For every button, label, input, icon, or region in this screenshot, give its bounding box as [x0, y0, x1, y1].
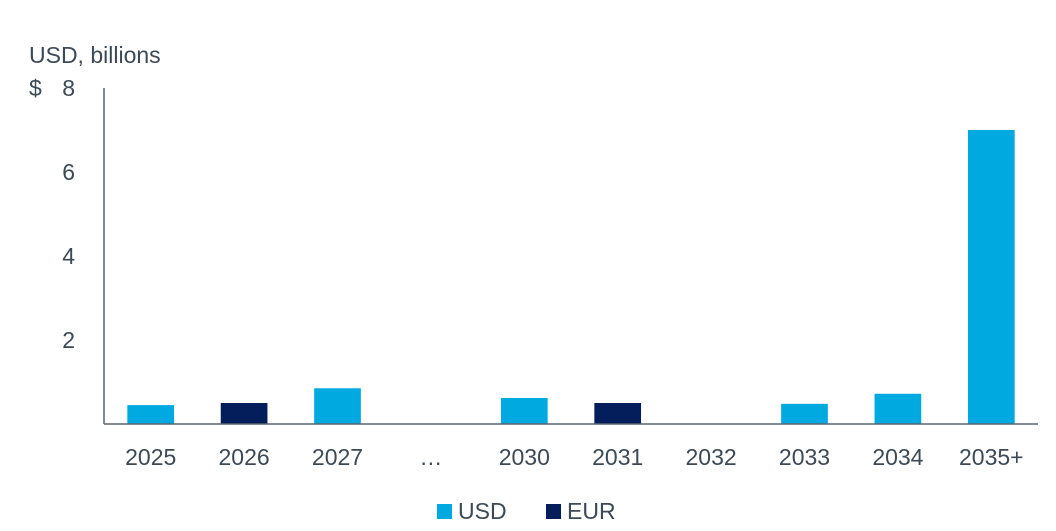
- x-tick-label: 2025: [125, 444, 176, 470]
- x-tick-labels: 2025 2026 2027 … 2030 2031 2032 2033 2034 2035+: [125, 444, 1023, 470]
- y-tick-label: 2: [62, 327, 75, 353]
- bar-eur-2031: [594, 403, 642, 424]
- y-tick-label: 6: [62, 159, 75, 185]
- y-tick-labels: 2 4 6 8 $: [29, 75, 75, 353]
- y-axis-unit-label: USD, billions: [29, 42, 161, 68]
- x-tick-label: 2034: [872, 444, 923, 470]
- y-axis-currency-prefix: $: [29, 75, 42, 101]
- x-tick-label: 2032: [686, 444, 737, 470]
- x-tick-label: …: [419, 444, 442, 470]
- y-tick-label: 8: [62, 75, 75, 101]
- bar-usd-2030: [500, 397, 548, 424]
- x-tick-label: 2030: [499, 444, 550, 470]
- x-tick-label: 2026: [219, 444, 270, 470]
- y-tick-label: 4: [62, 243, 75, 269]
- legend-item-eur: EUR: [546, 498, 616, 525]
- legend-label-eur: EUR: [567, 498, 616, 524]
- legend-swatch-eur: [546, 504, 561, 519]
- bar-usd-2027: [314, 388, 361, 424]
- x-tick-label: 2027: [312, 444, 363, 470]
- bars-group: [127, 130, 1015, 424]
- legend-swatch-usd: [437, 504, 452, 519]
- bar-usd-2025: [127, 405, 175, 424]
- bar-usd-2033: [781, 403, 828, 424]
- bar-usd-2034: [874, 393, 922, 424]
- legend-label-usd: USD: [458, 498, 507, 524]
- x-tick-label: 2033: [779, 444, 830, 470]
- x-tick-label: 2035+: [959, 444, 1024, 470]
- x-tick-label: 2031: [592, 444, 643, 470]
- bar-usd-2035+: [967, 130, 1015, 424]
- legend: USD EUR: [0, 498, 1056, 528]
- bar-eur-2026: [220, 403, 268, 424]
- legend-item-usd: USD: [437, 498, 507, 525]
